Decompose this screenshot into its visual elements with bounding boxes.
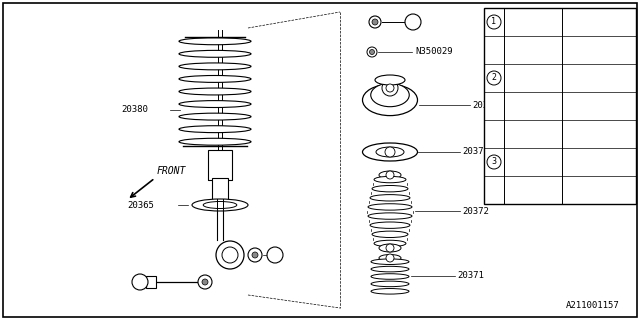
Ellipse shape <box>379 244 401 252</box>
Ellipse shape <box>204 202 237 209</box>
Ellipse shape <box>372 186 408 192</box>
Circle shape <box>369 50 374 54</box>
Ellipse shape <box>371 83 409 107</box>
Circle shape <box>405 14 421 30</box>
Ellipse shape <box>371 259 409 264</box>
Text: 3: 3 <box>492 157 497 166</box>
Ellipse shape <box>370 222 410 228</box>
Ellipse shape <box>371 281 409 287</box>
Circle shape <box>367 47 377 57</box>
Ellipse shape <box>371 266 409 272</box>
Circle shape <box>382 80 398 96</box>
Text: ( -1207): ( -1207) <box>566 18 606 27</box>
Circle shape <box>386 171 394 179</box>
Text: 1: 1 <box>410 18 415 27</box>
Text: 20370: 20370 <box>472 100 499 109</box>
Ellipse shape <box>179 88 251 95</box>
Ellipse shape <box>179 100 251 108</box>
Text: 20372: 20372 <box>462 206 489 215</box>
Ellipse shape <box>371 289 409 294</box>
Text: ( -1311): ( -1311) <box>566 130 606 139</box>
Text: (1606- ): (1606- ) <box>566 186 606 195</box>
Ellipse shape <box>374 176 406 183</box>
Text: 2: 2 <box>138 277 143 286</box>
Bar <box>146 276 156 288</box>
Ellipse shape <box>179 126 251 132</box>
Text: (1207- ): (1207- ) <box>566 45 606 54</box>
Circle shape <box>372 19 378 25</box>
Text: 20375: 20375 <box>462 148 489 156</box>
Circle shape <box>267 247 283 263</box>
Circle shape <box>487 71 501 85</box>
Text: M000357: M000357 <box>508 74 543 83</box>
Text: N37006: N37006 <box>508 45 538 54</box>
Ellipse shape <box>179 63 251 70</box>
Ellipse shape <box>371 274 409 279</box>
Ellipse shape <box>192 199 248 211</box>
Ellipse shape <box>179 113 251 120</box>
Ellipse shape <box>374 240 406 247</box>
Ellipse shape <box>179 50 251 57</box>
Circle shape <box>385 147 395 157</box>
Ellipse shape <box>179 38 251 45</box>
Circle shape <box>386 84 394 92</box>
Ellipse shape <box>362 84 417 116</box>
Text: 2: 2 <box>492 74 497 83</box>
Circle shape <box>386 254 394 262</box>
Ellipse shape <box>368 204 412 210</box>
Ellipse shape <box>179 76 251 82</box>
Ellipse shape <box>370 195 410 201</box>
Text: A211001157: A211001157 <box>566 301 620 310</box>
Bar <box>484 8 636 204</box>
Text: 3: 3 <box>273 251 278 260</box>
Circle shape <box>369 16 381 28</box>
Text: N350029: N350029 <box>508 18 543 27</box>
Bar <box>208 150 232 180</box>
Text: ( -1311): ( -1311) <box>566 74 606 83</box>
Ellipse shape <box>379 254 401 261</box>
Text: N350029: N350029 <box>415 47 452 57</box>
Ellipse shape <box>179 138 251 145</box>
Text: 20380: 20380 <box>121 106 148 115</box>
Bar <box>212 178 228 205</box>
Text: 20365: 20365 <box>127 201 154 210</box>
Text: N350030: N350030 <box>508 130 543 139</box>
Circle shape <box>216 241 244 269</box>
Text: 1: 1 <box>492 18 497 27</box>
Ellipse shape <box>362 143 417 161</box>
Circle shape <box>487 15 501 29</box>
Ellipse shape <box>375 75 405 85</box>
Circle shape <box>386 244 394 252</box>
Ellipse shape <box>372 231 408 237</box>
Text: FRONT: FRONT <box>157 166 186 176</box>
Ellipse shape <box>368 213 412 219</box>
Circle shape <box>222 247 238 263</box>
Circle shape <box>252 252 258 258</box>
Text: N350032: N350032 <box>508 157 543 166</box>
Text: (1311- ): (1311- ) <box>566 101 606 110</box>
Circle shape <box>487 155 501 169</box>
Text: M000435: M000435 <box>508 101 543 110</box>
Circle shape <box>248 248 262 262</box>
Text: (1312-1606): (1312-1606) <box>566 157 621 166</box>
Ellipse shape <box>379 171 401 179</box>
Ellipse shape <box>376 147 404 157</box>
Text: N350022: N350022 <box>508 186 543 195</box>
Circle shape <box>202 279 208 285</box>
Circle shape <box>198 275 212 289</box>
Text: 20371: 20371 <box>457 271 484 281</box>
Circle shape <box>132 274 148 290</box>
